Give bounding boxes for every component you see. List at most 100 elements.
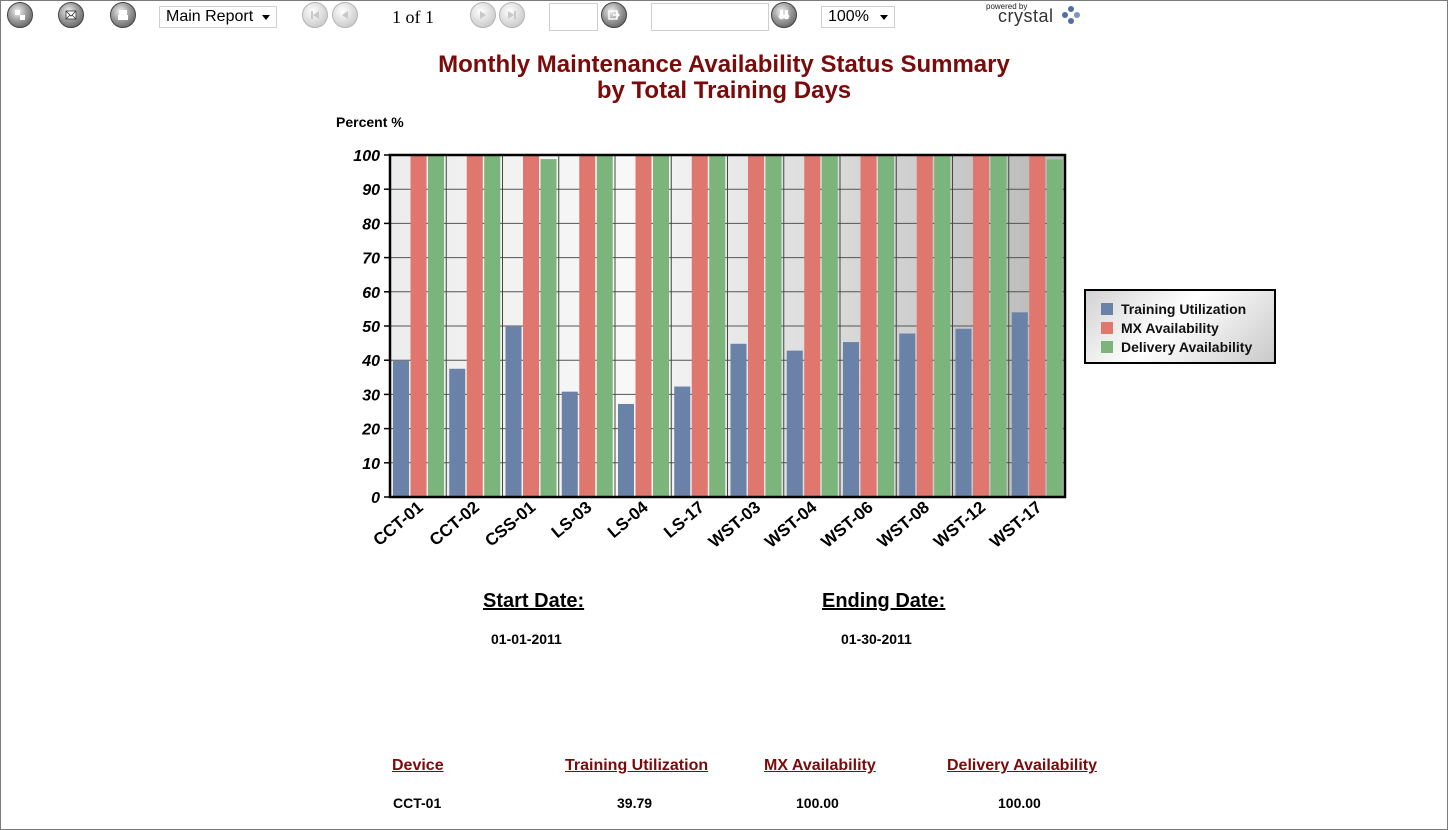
first-page-icon: [311, 11, 319, 19]
table-cell-training-utilization: 39.79: [617, 795, 653, 811]
x-tick-label: WST-04: [761, 497, 821, 551]
email-button[interactable]: [58, 2, 84, 28]
print-button[interactable]: [110, 2, 136, 28]
x-tick-label: WST-06: [817, 498, 876, 552]
chart-legend: Training Utilization MX Availability Del…: [1084, 289, 1276, 364]
bar: [484, 155, 501, 497]
first-page-button[interactable]: [302, 2, 328, 28]
x-tick-label: CSS-01: [481, 498, 539, 551]
bar: [934, 155, 951, 497]
y-tick-label: 60: [362, 285, 380, 302]
crystal-logo-icon: [1062, 6, 1080, 24]
plot-frame: [388, 153, 1067, 499]
bar: [505, 326, 522, 497]
legend-item-mx-availability: MX Availability: [1101, 320, 1219, 336]
y-tick-label: 0: [371, 490, 380, 507]
previous-icon: [342, 11, 348, 19]
bar: [804, 155, 821, 497]
bar: [596, 155, 613, 497]
x-tick-label: WST-08: [874, 498, 933, 552]
binoculars-icon: [778, 10, 790, 20]
y-tick-label: 70: [362, 251, 380, 268]
y-tick-label: 20: [361, 422, 380, 439]
bar: [916, 155, 933, 497]
report-select[interactable]: Main Report: [159, 6, 277, 28]
legend-label: Training Utilization: [1121, 301, 1247, 317]
previous-page-button[interactable]: [332, 2, 358, 28]
x-tick-label: LS-17: [660, 498, 708, 542]
bar: [821, 155, 838, 497]
chevron-down-icon: [880, 15, 888, 20]
next-icon: [480, 11, 486, 19]
logo-tagline: powered by: [986, 2, 1028, 11]
bar: [1046, 159, 1063, 498]
bar: [523, 155, 539, 497]
y-tick-label: 50: [362, 319, 380, 336]
bar: [765, 155, 782, 497]
y-axis-label: Percent %: [336, 114, 404, 130]
search-button[interactable]: [771, 2, 797, 28]
zoom-value: 100%: [828, 8, 869, 25]
bar: [786, 350, 803, 497]
end-date-label: Ending Date:: [822, 590, 946, 612]
x-tick-label: WST-17: [986, 498, 1045, 552]
y-tick-label: 10: [362, 456, 380, 473]
y-tick-label: 30: [362, 387, 380, 404]
export-button[interactable]: [7, 2, 33, 28]
column-header-mx-availability: MX Availability: [764, 757, 876, 774]
x-tick-label: CCT-02: [426, 498, 483, 550]
legend-item-delivery-availability: Delivery Availability: [1101, 339, 1252, 355]
x-tick-label: WST-12: [930, 498, 989, 552]
bar: [1011, 312, 1028, 497]
export-icon: [15, 10, 25, 20]
last-page-button[interactable]: [499, 2, 525, 28]
page-number-input[interactable]: [549, 3, 598, 31]
bar: [691, 155, 708, 497]
column-header-device: Device: [392, 757, 444, 774]
bar: [973, 155, 989, 497]
bar: [843, 342, 859, 497]
go-to-page-button[interactable]: [601, 2, 627, 28]
bar: [428, 155, 444, 497]
end-date-value: 01-30-2011: [841, 631, 912, 647]
y-tick-label: 100: [353, 148, 380, 165]
legend-swatch: [1101, 303, 1113, 315]
legend-swatch: [1101, 341, 1113, 353]
start-date-value: 01-01-2011: [491, 631, 562, 647]
bar: [899, 333, 916, 497]
search-input[interactable]: [651, 3, 769, 31]
legend-swatch: [1101, 322, 1113, 334]
table-cell-delivery-availability: 100.00: [998, 795, 1041, 811]
bar: [878, 155, 894, 497]
start-date-label: Start Date:: [483, 590, 585, 612]
chevron-down-icon: [262, 15, 270, 20]
last-page-icon: [508, 11, 516, 19]
bar: [653, 155, 669, 497]
bar: [709, 155, 726, 497]
bar: [955, 328, 972, 497]
printer-icon: [118, 10, 128, 20]
bar: [466, 155, 483, 497]
table-cell-device: CCT-01: [393, 795, 442, 811]
legend-item-training-utilization: Training Utilization: [1101, 301, 1246, 317]
x-tick-label: WST-03: [705, 498, 764, 552]
y-tick-label: 40: [361, 353, 380, 370]
bar: [860, 155, 877, 497]
report-subtitle: by Total Training Days: [596, 77, 852, 104]
y-tick-label: 90: [362, 182, 380, 199]
bar: [1029, 155, 1046, 497]
bar: [635, 155, 652, 497]
bar: [393, 360, 409, 497]
column-header-training-utilization: Training Utilization: [565, 757, 709, 774]
page-indicator: 1 of 1: [392, 7, 434, 27]
bar: [730, 343, 747, 497]
bar: [561, 391, 578, 497]
bar: [410, 155, 427, 497]
bar: [579, 155, 596, 497]
x-tick-label: LS-04: [604, 497, 652, 542]
zoom-select[interactable]: 100%: [821, 6, 895, 28]
bar: [618, 403, 634, 497]
next-page-button[interactable]: [470, 2, 496, 28]
bar: [540, 159, 557, 497]
